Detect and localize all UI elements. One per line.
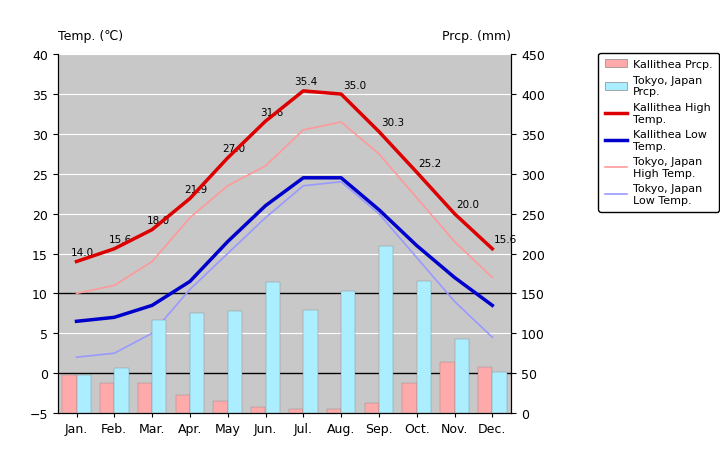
Bar [114, 369, 129, 413]
Bar [152, 320, 166, 413]
Bar [379, 247, 393, 413]
Legend: Kallithea Prcp., Tokyo, Japan
Prcp., Kallithea High
Temp., Kallithea Low
Temp., : Kallithea Prcp., Tokyo, Japan Prcp., Kal… [598, 53, 719, 212]
Bar [402, 383, 417, 413]
Bar [341, 291, 356, 413]
Bar [138, 384, 152, 413]
Text: 31.6: 31.6 [260, 107, 283, 118]
Bar [454, 339, 469, 413]
Bar [100, 384, 114, 413]
Text: 35.4: 35.4 [294, 77, 317, 87]
Text: 20.0: 20.0 [456, 200, 480, 210]
Text: 21.9: 21.9 [184, 185, 207, 195]
Bar [492, 373, 507, 413]
Bar [266, 283, 280, 413]
Text: 15.6: 15.6 [494, 235, 518, 245]
Bar [213, 401, 228, 413]
Text: Temp. (℃): Temp. (℃) [58, 30, 122, 43]
Bar [62, 375, 76, 413]
Text: 25.2: 25.2 [418, 158, 442, 168]
Text: 30.3: 30.3 [381, 118, 404, 128]
Bar [289, 409, 303, 413]
Bar [303, 310, 318, 413]
Bar [417, 282, 431, 413]
Text: 15.6: 15.6 [109, 235, 132, 245]
Text: 18.0: 18.0 [146, 216, 169, 226]
Text: 14.0: 14.0 [71, 247, 94, 257]
Bar [364, 403, 379, 413]
Bar [327, 409, 341, 413]
Bar [478, 367, 492, 413]
Text: Prcp. (mm): Prcp. (mm) [442, 30, 511, 43]
Bar [76, 375, 91, 413]
Text: 35.0: 35.0 [343, 80, 366, 90]
Text: 27.0: 27.0 [222, 144, 245, 154]
Bar [228, 311, 242, 413]
Bar [190, 313, 204, 413]
Bar [176, 395, 190, 413]
Bar [251, 408, 266, 413]
Bar [440, 362, 454, 413]
